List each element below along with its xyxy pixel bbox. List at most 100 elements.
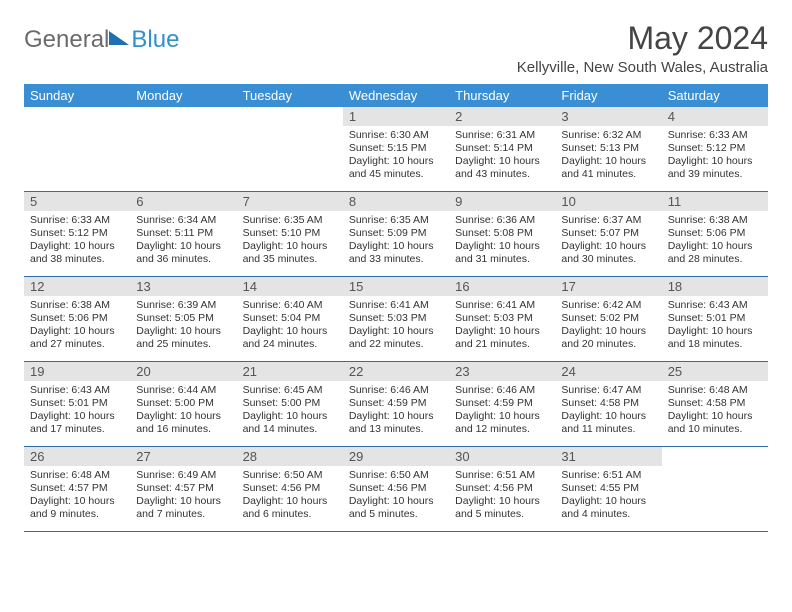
day-number: 8: [343, 192, 449, 211]
day-cell-13: 13Sunrise: 6:39 AMSunset: 5:05 PMDayligh…: [130, 277, 236, 361]
weekday-header: SundayMondayTuesdayWednesdayThursdayFrid…: [24, 84, 768, 107]
empty-cell: [130, 107, 236, 191]
day-cell-30: 30Sunrise: 6:51 AMSunset: 4:56 PMDayligh…: [449, 447, 555, 531]
day-details: Sunrise: 6:30 AMSunset: 5:15 PMDaylight:…: [343, 126, 449, 186]
day-cell-5: 5Sunrise: 6:33 AMSunset: 5:12 PMDaylight…: [24, 192, 130, 276]
day-number: 23: [449, 362, 555, 381]
day-number: 26: [24, 447, 130, 466]
day-cell-26: 26Sunrise: 6:48 AMSunset: 4:57 PMDayligh…: [24, 447, 130, 531]
weekday-friday: Friday: [555, 84, 661, 107]
day-number: 21: [237, 362, 343, 381]
day-cell-12: 12Sunrise: 6:38 AMSunset: 5:06 PMDayligh…: [24, 277, 130, 361]
day-cell-27: 27Sunrise: 6:49 AMSunset: 4:57 PMDayligh…: [130, 447, 236, 531]
logo-text-general: General: [24, 26, 109, 54]
day-cell-9: 9Sunrise: 6:36 AMSunset: 5:08 PMDaylight…: [449, 192, 555, 276]
day-cell-29: 29Sunrise: 6:50 AMSunset: 4:56 PMDayligh…: [343, 447, 449, 531]
day-number: 15: [343, 277, 449, 296]
week-row: 1Sunrise: 6:30 AMSunset: 5:15 PMDaylight…: [24, 107, 768, 192]
day-cell-23: 23Sunrise: 6:46 AMSunset: 4:59 PMDayligh…: [449, 362, 555, 446]
day-cell-11: 11Sunrise: 6:38 AMSunset: 5:06 PMDayligh…: [662, 192, 768, 276]
day-cell-17: 17Sunrise: 6:42 AMSunset: 5:02 PMDayligh…: [555, 277, 661, 361]
day-number: 28: [237, 447, 343, 466]
day-cell-16: 16Sunrise: 6:41 AMSunset: 5:03 PMDayligh…: [449, 277, 555, 361]
day-cell-25: 25Sunrise: 6:48 AMSunset: 4:58 PMDayligh…: [662, 362, 768, 446]
day-cell-19: 19Sunrise: 6:43 AMSunset: 5:01 PMDayligh…: [24, 362, 130, 446]
day-cell-20: 20Sunrise: 6:44 AMSunset: 5:00 PMDayligh…: [130, 362, 236, 446]
day-details: Sunrise: 6:43 AMSunset: 5:01 PMDaylight:…: [24, 381, 130, 441]
week-row: 12Sunrise: 6:38 AMSunset: 5:06 PMDayligh…: [24, 277, 768, 362]
day-number: 17: [555, 277, 661, 296]
weekday-monday: Monday: [130, 84, 236, 107]
day-cell-10: 10Sunrise: 6:37 AMSunset: 5:07 PMDayligh…: [555, 192, 661, 276]
day-cell-22: 22Sunrise: 6:46 AMSunset: 4:59 PMDayligh…: [343, 362, 449, 446]
empty-cell: [24, 107, 130, 191]
day-number: 4: [662, 107, 768, 126]
day-details: Sunrise: 6:45 AMSunset: 5:00 PMDaylight:…: [237, 381, 343, 441]
day-number: 19: [24, 362, 130, 381]
day-details: Sunrise: 6:50 AMSunset: 4:56 PMDaylight:…: [343, 466, 449, 526]
day-details: Sunrise: 6:42 AMSunset: 5:02 PMDaylight:…: [555, 296, 661, 356]
day-details: Sunrise: 6:33 AMSunset: 5:12 PMDaylight:…: [24, 211, 130, 271]
day-number: 9: [449, 192, 555, 211]
day-details: Sunrise: 6:33 AMSunset: 5:12 PMDaylight:…: [662, 126, 768, 186]
day-details: Sunrise: 6:51 AMSunset: 4:56 PMDaylight:…: [449, 466, 555, 526]
day-cell-18: 18Sunrise: 6:43 AMSunset: 5:01 PMDayligh…: [662, 277, 768, 361]
day-number: 18: [662, 277, 768, 296]
day-details: Sunrise: 6:38 AMSunset: 5:06 PMDaylight:…: [24, 296, 130, 356]
day-cell-15: 15Sunrise: 6:41 AMSunset: 5:03 PMDayligh…: [343, 277, 449, 361]
day-number: 16: [449, 277, 555, 296]
day-number: 31: [555, 447, 661, 466]
location: Kellyville, New South Wales, Australia: [517, 59, 768, 76]
day-details: Sunrise: 6:40 AMSunset: 5:04 PMDaylight:…: [237, 296, 343, 356]
empty-cell: [237, 107, 343, 191]
day-details: Sunrise: 6:35 AMSunset: 5:09 PMDaylight:…: [343, 211, 449, 271]
weekday-wednesday: Wednesday: [343, 84, 449, 107]
day-number: 10: [555, 192, 661, 211]
day-details: Sunrise: 6:50 AMSunset: 4:56 PMDaylight:…: [237, 466, 343, 526]
day-cell-4: 4Sunrise: 6:33 AMSunset: 5:12 PMDaylight…: [662, 107, 768, 191]
day-number: 24: [555, 362, 661, 381]
day-cell-2: 2Sunrise: 6:31 AMSunset: 5:14 PMDaylight…: [449, 107, 555, 191]
day-number: 30: [449, 447, 555, 466]
day-details: Sunrise: 6:37 AMSunset: 5:07 PMDaylight:…: [555, 211, 661, 271]
day-cell-24: 24Sunrise: 6:47 AMSunset: 4:58 PMDayligh…: [555, 362, 661, 446]
logo-text-blue: Blue: [131, 26, 179, 53]
logo-triangle-icon: [109, 29, 129, 52]
month-title: May 2024: [517, 20, 768, 57]
day-details: Sunrise: 6:35 AMSunset: 5:10 PMDaylight:…: [237, 211, 343, 271]
day-number: 20: [130, 362, 236, 381]
day-number: 27: [130, 447, 236, 466]
day-details: Sunrise: 6:51 AMSunset: 4:55 PMDaylight:…: [555, 466, 661, 526]
day-number: 29: [343, 447, 449, 466]
day-details: Sunrise: 6:31 AMSunset: 5:14 PMDaylight:…: [449, 126, 555, 186]
day-cell-3: 3Sunrise: 6:32 AMSunset: 5:13 PMDaylight…: [555, 107, 661, 191]
day-details: Sunrise: 6:48 AMSunset: 4:57 PMDaylight:…: [24, 466, 130, 526]
day-details: Sunrise: 6:47 AMSunset: 4:58 PMDaylight:…: [555, 381, 661, 441]
weekday-tuesday: Tuesday: [237, 84, 343, 107]
weekday-thursday: Thursday: [449, 84, 555, 107]
weeks: 1Sunrise: 6:30 AMSunset: 5:15 PMDaylight…: [24, 107, 768, 532]
day-cell-14: 14Sunrise: 6:40 AMSunset: 5:04 PMDayligh…: [237, 277, 343, 361]
day-number: 5: [24, 192, 130, 211]
day-number: 12: [24, 277, 130, 296]
day-details: Sunrise: 6:48 AMSunset: 4:58 PMDaylight:…: [662, 381, 768, 441]
day-cell-21: 21Sunrise: 6:45 AMSunset: 5:00 PMDayligh…: [237, 362, 343, 446]
empty-cell: [662, 447, 768, 531]
day-details: Sunrise: 6:41 AMSunset: 5:03 PMDaylight:…: [449, 296, 555, 356]
day-cell-7: 7Sunrise: 6:35 AMSunset: 5:10 PMDaylight…: [237, 192, 343, 276]
week-row: 19Sunrise: 6:43 AMSunset: 5:01 PMDayligh…: [24, 362, 768, 447]
week-row: 26Sunrise: 6:48 AMSunset: 4:57 PMDayligh…: [24, 447, 768, 532]
day-details: Sunrise: 6:32 AMSunset: 5:13 PMDaylight:…: [555, 126, 661, 186]
logo: General Blue: [24, 20, 179, 54]
week-row: 5Sunrise: 6:33 AMSunset: 5:12 PMDaylight…: [24, 192, 768, 277]
day-number: 25: [662, 362, 768, 381]
title-block: May 2024 Kellyville, New South Wales, Au…: [517, 20, 768, 76]
day-number: 11: [662, 192, 768, 211]
day-number: 2: [449, 107, 555, 126]
day-details: Sunrise: 6:46 AMSunset: 4:59 PMDaylight:…: [343, 381, 449, 441]
day-details: Sunrise: 6:43 AMSunset: 5:01 PMDaylight:…: [662, 296, 768, 356]
day-cell-1: 1Sunrise: 6:30 AMSunset: 5:15 PMDaylight…: [343, 107, 449, 191]
day-details: Sunrise: 6:49 AMSunset: 4:57 PMDaylight:…: [130, 466, 236, 526]
day-details: Sunrise: 6:38 AMSunset: 5:06 PMDaylight:…: [662, 211, 768, 271]
day-details: Sunrise: 6:41 AMSunset: 5:03 PMDaylight:…: [343, 296, 449, 356]
